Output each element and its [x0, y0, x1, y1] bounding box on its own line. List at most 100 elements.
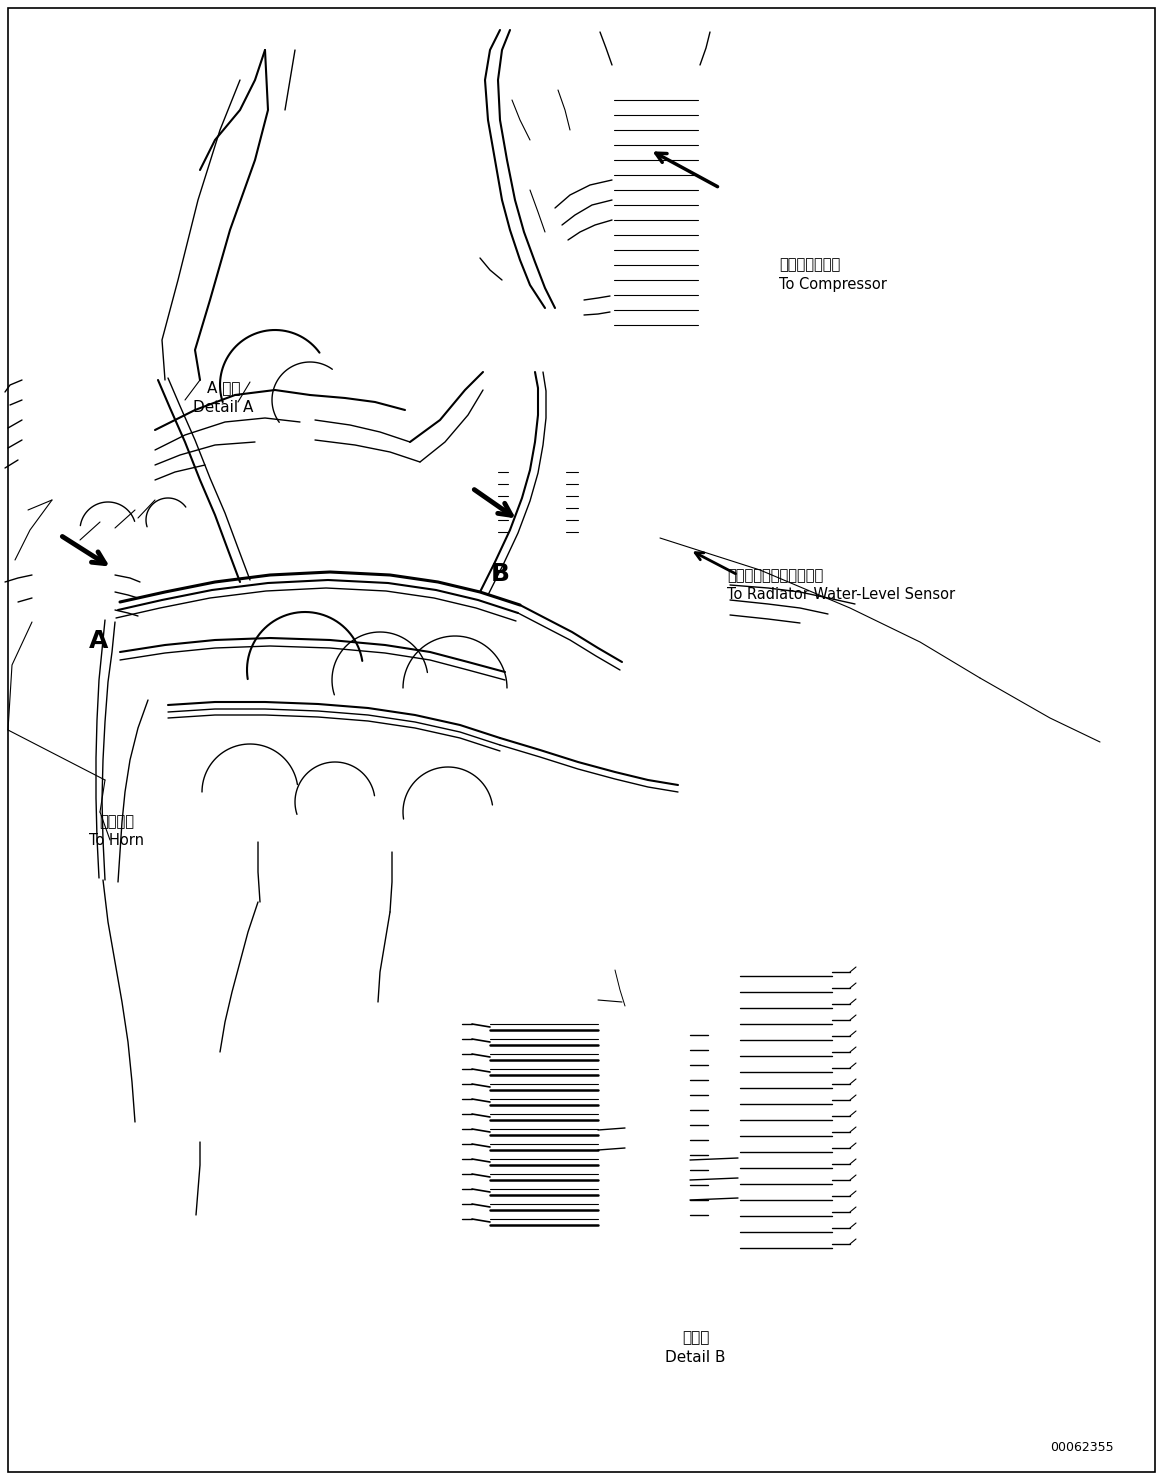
Circle shape — [24, 542, 40, 558]
Bar — [512, 505, 562, 512]
Bar — [688, 235, 708, 249]
Circle shape — [855, 980, 861, 986]
Bar — [22, 397, 44, 411]
Bar — [36, 593, 108, 602]
Bar — [52, 380, 152, 500]
Bar — [668, 616, 726, 625]
Circle shape — [457, 1141, 463, 1147]
Bar — [222, 814, 294, 842]
Bar — [245, 28, 311, 50]
Bar — [36, 605, 108, 616]
Bar — [506, 329, 576, 339]
Bar — [288, 18, 302, 28]
Bar — [813, 582, 843, 588]
Bar — [512, 517, 562, 524]
Circle shape — [457, 1171, 463, 1177]
Circle shape — [855, 1076, 861, 1082]
Bar — [174, 440, 190, 448]
Bar — [402, 830, 411, 848]
Bar — [688, 218, 708, 229]
Bar — [668, 577, 726, 586]
Bar — [502, 263, 584, 371]
Circle shape — [707, 1077, 713, 1083]
Bar — [688, 272, 708, 284]
Circle shape — [707, 1032, 713, 1037]
Bar — [739, 925, 833, 950]
Circle shape — [855, 1123, 861, 1131]
Bar — [576, 571, 654, 579]
Bar — [576, 534, 654, 543]
Circle shape — [707, 1122, 713, 1128]
Circle shape — [855, 996, 861, 1002]
Circle shape — [855, 1012, 861, 1018]
Bar — [33, 517, 114, 622]
Bar — [110, 451, 131, 471]
Circle shape — [101, 496, 119, 514]
Bar — [55, 428, 77, 445]
Bar — [226, 820, 234, 838]
Bar — [490, 1002, 598, 1231]
Circle shape — [707, 1137, 713, 1143]
Bar — [508, 454, 566, 542]
Bar — [414, 830, 422, 848]
Circle shape — [855, 1172, 861, 1178]
Bar — [267, 18, 281, 28]
Bar — [110, 477, 131, 494]
Bar — [55, 477, 77, 494]
Bar — [20, 437, 44, 450]
Bar — [512, 468, 562, 477]
Circle shape — [67, 508, 88, 528]
Bar — [512, 528, 562, 536]
Circle shape — [855, 1092, 861, 1098]
Circle shape — [707, 1168, 713, 1174]
Circle shape — [457, 1217, 463, 1222]
Bar — [576, 559, 654, 567]
Bar — [250, 820, 258, 838]
Bar — [83, 451, 104, 471]
Bar — [688, 308, 708, 320]
Circle shape — [855, 1109, 861, 1114]
Bar — [55, 403, 77, 420]
Text: Detail B: Detail B — [665, 1350, 726, 1365]
Bar — [576, 583, 654, 591]
Circle shape — [457, 1185, 463, 1191]
Bar — [512, 480, 562, 488]
Bar — [628, 1046, 684, 1057]
Bar — [188, 1123, 213, 1143]
Bar — [506, 303, 576, 312]
Bar — [100, 875, 122, 889]
Bar — [548, 228, 566, 243]
Bar — [668, 551, 726, 559]
Circle shape — [707, 1063, 713, 1069]
Bar — [628, 1076, 684, 1086]
Circle shape — [707, 1197, 713, 1203]
Text: A 詳細: A 詳細 — [207, 380, 240, 395]
Text: ラジエータ水位センサへ: ラジエータ水位センサへ — [727, 568, 823, 583]
Circle shape — [855, 963, 861, 969]
Circle shape — [457, 1097, 463, 1103]
Circle shape — [33, 497, 57, 522]
Bar — [628, 1120, 684, 1132]
Text: To Radiator Water-Level Sensor: To Radiator Water-Level Sensor — [727, 588, 955, 602]
Bar — [576, 548, 654, 555]
Bar — [378, 830, 386, 848]
Circle shape — [457, 1066, 463, 1072]
Circle shape — [707, 1183, 713, 1188]
Circle shape — [457, 1021, 463, 1027]
Circle shape — [855, 1220, 861, 1225]
Text: Detail A: Detail A — [193, 400, 254, 414]
Circle shape — [480, 247, 495, 263]
Bar — [506, 290, 576, 300]
Circle shape — [855, 1188, 861, 1194]
Text: コンプレッサへ: コンプレッサへ — [779, 258, 841, 272]
Bar — [110, 428, 131, 445]
Bar — [350, 824, 431, 852]
Bar — [36, 567, 108, 576]
Circle shape — [457, 1156, 463, 1162]
Bar — [745, 910, 825, 925]
Bar — [506, 277, 576, 287]
Bar — [688, 255, 708, 266]
Circle shape — [31, 522, 49, 542]
Bar — [688, 290, 708, 302]
Bar — [512, 491, 562, 500]
